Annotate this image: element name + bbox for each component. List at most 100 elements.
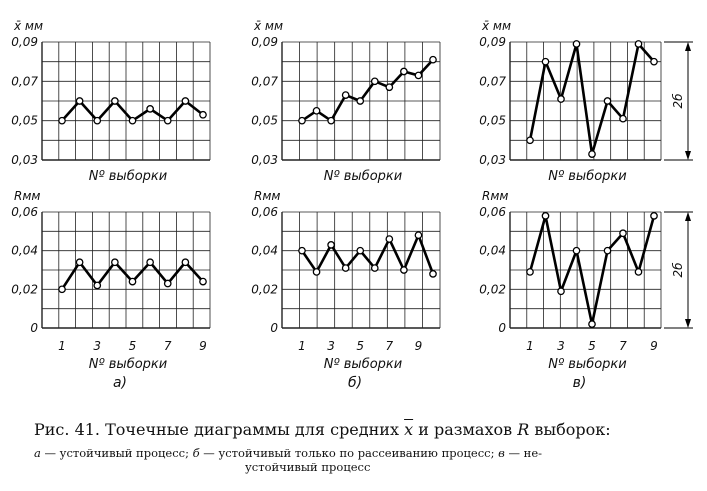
- data-point: [619, 114, 627, 123]
- data-point: [356, 97, 365, 105]
- series-line: [300, 233, 435, 275]
- y-tick-label: 0,07: [11, 74, 38, 88]
- caption-legend-line-2: устойчивый процесс: [245, 460, 371, 474]
- y-tick-label: 0,04: [11, 244, 38, 258]
- data-point: [312, 268, 321, 276]
- y-axis-label: Rмм: [482, 189, 508, 203]
- data-point: [128, 116, 137, 125]
- y-tick-label: 0,04: [251, 244, 278, 258]
- y-axis-label: x̄ мм: [481, 19, 511, 33]
- data-point: [370, 264, 379, 272]
- x-axis-label: Nº выборки: [324, 357, 402, 372]
- caption-r: R: [517, 420, 530, 439]
- caption-key-b: б: [192, 446, 200, 460]
- x-axis-label: Nº выборки: [548, 169, 626, 184]
- x-tick-label: 9: [650, 339, 658, 353]
- caption-text-c: — не-: [508, 446, 543, 460]
- dimension-arrow: [685, 319, 691, 328]
- x-tick-label: 3: [327, 339, 335, 353]
- data-point: [588, 150, 596, 158]
- data-point: [414, 231, 423, 240]
- x-axis-label: Nº выборки: [89, 169, 167, 184]
- caption-suffix: выборок:: [534, 420, 611, 439]
- x-tick-label: 5: [356, 339, 364, 353]
- y-tick-label: 0,03: [251, 153, 278, 167]
- data-point: [312, 106, 321, 115]
- data-point: [557, 95, 565, 103]
- data-point: [75, 258, 84, 267]
- data-point: [298, 246, 306, 255]
- data-point: [370, 77, 379, 86]
- x-tick-label: 7: [619, 339, 627, 353]
- data-point: [146, 258, 154, 267]
- data-point: [58, 285, 66, 294]
- y-axis-label: Rмм: [254, 189, 280, 203]
- x-tick-label: 5: [129, 339, 137, 353]
- dimension-arrow: [685, 212, 691, 221]
- y-tick-label: 0: [270, 321, 278, 335]
- panel-label: б): [348, 375, 362, 391]
- data-point: [541, 212, 550, 220]
- x-tick-label: 1: [526, 339, 534, 353]
- x-tick-label: 1: [58, 339, 66, 353]
- y-tick-label: 0,09: [251, 35, 278, 49]
- data-point: [356, 246, 365, 255]
- data-point: [163, 279, 172, 288]
- data-point: [146, 105, 154, 113]
- data-point: [400, 67, 408, 76]
- data-point: [58, 116, 66, 125]
- y-tick-label: 0,09: [11, 35, 38, 49]
- data-point: [634, 40, 643, 48]
- dimension-label: 2б: [671, 93, 685, 109]
- data-point: [327, 116, 335, 125]
- chart-panel-6: 0 0,02 0,04 0,06 Rмм 1 3 5 7 9 Nº выборки в) 2б: [479, 189, 693, 391]
- dimension-arrow: [685, 151, 691, 160]
- chart-panel-4: 0 0,02 0,04 0,06 Rмм 1 3 5 7 9 Nº выборки а): [11, 189, 211, 391]
- x-tick-label: 1: [298, 339, 306, 353]
- x-axis-label: Nº выборки: [89, 357, 167, 372]
- data-point: [128, 277, 137, 286]
- x-tick-label: 7: [386, 339, 394, 353]
- caption-text-a: — устойчивый процесс;: [44, 446, 189, 460]
- caption-middle: и размахов: [418, 420, 513, 439]
- data-point: [400, 266, 408, 274]
- dimension-label: 2б: [671, 262, 685, 278]
- y-tick-label: 0,06: [251, 205, 278, 219]
- x-tick-label: 3: [93, 339, 101, 353]
- caption-xbar: x: [404, 420, 414, 439]
- y-axis-label: x̄ мм: [253, 19, 283, 33]
- data-point: [385, 83, 394, 92]
- x-tick-label: 5: [588, 339, 596, 353]
- y-tick-label: 0,07: [251, 74, 278, 88]
- caption-text-b: — устойчивый только по рассеиванию проце…: [203, 446, 495, 460]
- panel-label: в): [573, 375, 587, 391]
- y-tick-label: 0,05: [479, 114, 506, 128]
- x-tick-label: 3: [557, 339, 565, 353]
- x-axis-label: Nº выборки: [324, 169, 402, 184]
- data-point: [93, 116, 102, 125]
- x-tick-label: 7: [164, 339, 172, 353]
- chart-panel-3: 0,03 0,05 0,07 0,09 x̄ мм Nº выборки 2б: [479, 19, 693, 184]
- y-axis-label: x̄ мм: [13, 19, 43, 33]
- data-point: [619, 229, 627, 238]
- y-tick-label: 0,07: [479, 74, 506, 88]
- data-point: [199, 110, 207, 119]
- y-tick-label: 0,05: [11, 114, 38, 128]
- y-tick-label: 0,05: [251, 114, 278, 128]
- x-axis-label: Nº выборки: [548, 357, 626, 372]
- y-axis-label: Rмм: [14, 189, 40, 203]
- panel-label: а): [113, 375, 127, 391]
- y-tick-label: 0,04: [479, 244, 506, 258]
- series-line: [301, 58, 434, 122]
- chart-panel-1: 0,03 0,05 0,07 0,09 x̄ мм Nº выборки: [11, 19, 211, 184]
- data-point: [181, 97, 190, 105]
- data-point: [603, 97, 612, 105]
- data-point: [557, 287, 565, 296]
- y-tick-label: 0,02: [251, 282, 278, 296]
- data-point: [650, 57, 658, 66]
- caption-key-a: а: [34, 446, 41, 460]
- data-point: [199, 277, 207, 286]
- data-point: [526, 136, 534, 145]
- y-tick-label: 0,02: [479, 282, 506, 296]
- data-point: [429, 55, 437, 64]
